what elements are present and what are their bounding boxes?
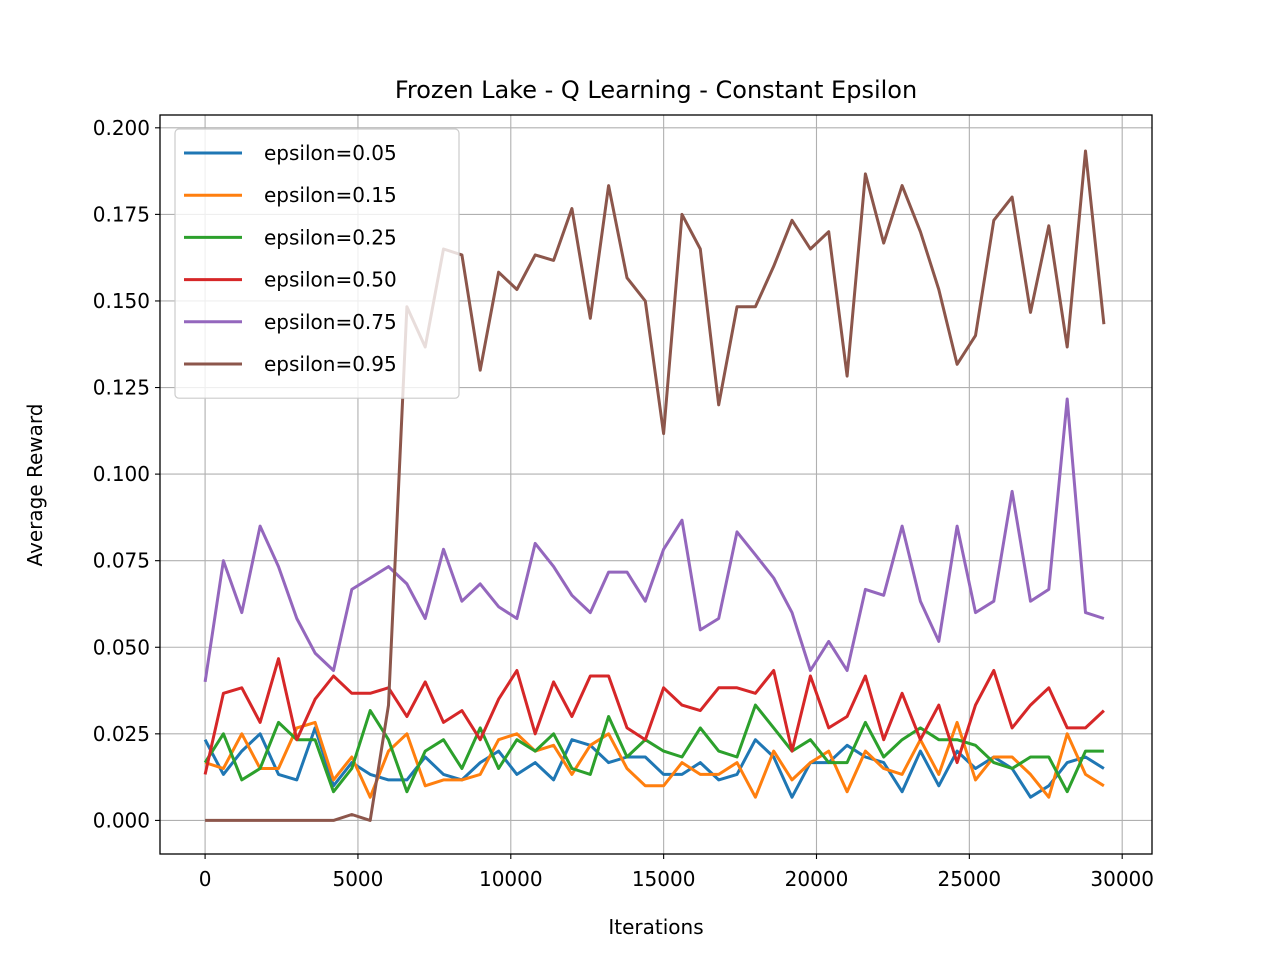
x-tick-label: 10000 xyxy=(479,867,543,891)
y-tick-label: 0.175 xyxy=(93,202,150,226)
legend-label: epsilon=0.05 xyxy=(264,141,397,165)
series-lines xyxy=(203,149,1106,822)
series-line-epsilon-0-75 xyxy=(203,397,1105,683)
y-tick-label: 0.200 xyxy=(93,116,150,140)
legend-label: epsilon=0.95 xyxy=(264,352,397,376)
y-tick-label: 0.150 xyxy=(93,289,150,313)
series-line-epsilon-0-95 xyxy=(205,149,1106,822)
y-tick-label: 0.050 xyxy=(93,635,150,659)
series-line-epsilon-0-50 xyxy=(203,657,1105,775)
series-line-epsilon-0-25 xyxy=(203,703,1104,794)
legend: epsilon=0.05 epsilon=0.15 epsilon=0.25 epsi… xyxy=(174,128,460,399)
x-tick-label: 30000 xyxy=(1090,867,1154,891)
y-axis-title: Average Reward xyxy=(23,404,47,567)
chart-title: Frozen Lake - Q Learning - Constant Epsi… xyxy=(395,76,917,104)
x-tick-label: 25000 xyxy=(938,867,1002,891)
plot-frame xyxy=(159,114,1153,855)
x-axis-title: Iterations xyxy=(608,915,703,939)
y-tick-label: 0.075 xyxy=(93,549,150,573)
legend-label: epsilon=0.50 xyxy=(264,268,397,292)
x-tick-label: 15000 xyxy=(632,867,696,891)
y-tick-label: 0.025 xyxy=(93,722,150,746)
legend-label: epsilon=0.25 xyxy=(264,225,397,249)
x-tick-label: 0 xyxy=(199,867,212,891)
legend-label: epsilon=0.15 xyxy=(264,183,397,207)
x-tick-label: 20000 xyxy=(785,867,849,891)
y-tick-label: 0.125 xyxy=(93,376,150,400)
legend-box xyxy=(174,128,460,399)
legend-label: epsilon=0.75 xyxy=(264,310,397,334)
axis-ticks: 0 5000 10000 15000 20000 25000 30000 0.000 0.025… xyxy=(93,116,1154,891)
y-tick-label: 0.000 xyxy=(93,808,150,832)
x-tick-label: 5000 xyxy=(332,867,383,891)
y-tick-label: 0.100 xyxy=(93,462,150,486)
